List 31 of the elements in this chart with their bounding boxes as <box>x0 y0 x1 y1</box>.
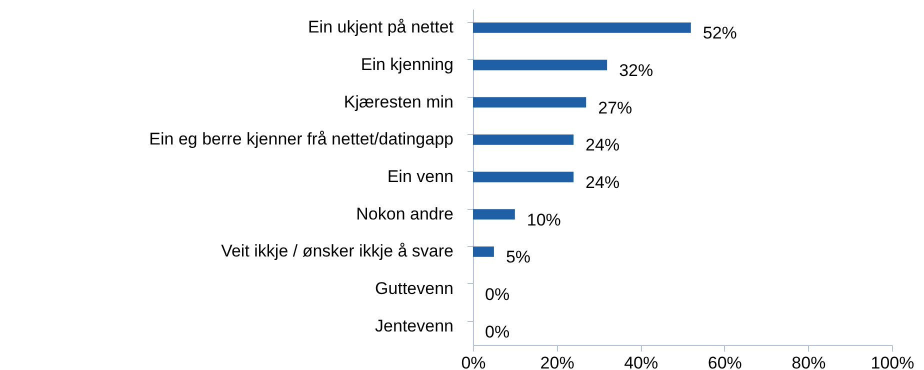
y-tick-label: Guttevenn <box>375 279 454 298</box>
data-label: 27% <box>598 98 632 118</box>
data-label: 0% <box>485 322 510 342</box>
bar <box>473 97 586 108</box>
data-label: 5% <box>506 248 531 267</box>
x-tick-label: 100% <box>870 354 914 370</box>
data-label: 52% <box>702 24 737 43</box>
x-tick-label: 80% <box>792 354 826 370</box>
data-label: 0% <box>485 285 510 304</box>
bar <box>473 134 574 145</box>
y-tick-label: Nokon andre <box>356 204 454 224</box>
x-tick-label: 60% <box>708 354 742 370</box>
data-label: 10% <box>526 210 561 230</box>
bar <box>473 172 574 182</box>
y-tick-label: Ein ukjent på nettet <box>308 18 454 37</box>
y-tick-label: Ein kjenning <box>360 55 454 74</box>
y-tick-label: Jentevenn <box>375 316 454 336</box>
bar <box>473 60 608 70</box>
data-label: 24% <box>586 173 620 192</box>
y-tick-label: Ein eg berre kjenner frå nettet/datingapp <box>149 130 454 149</box>
y-tick-label: Kjæresten min <box>344 92 454 112</box>
data-label: 32% <box>619 61 654 80</box>
x-tick-label: 0% <box>461 354 486 370</box>
x-tick-label: 20% <box>540 354 574 370</box>
data-label: 24% <box>586 136 620 155</box>
x-tick-label: 40% <box>624 354 658 370</box>
bar <box>473 22 691 33</box>
y-tick-label: Ein venn <box>387 167 454 186</box>
y-tick-label: Veit ikkje / ønsker ikkje å svare <box>221 242 454 261</box>
bar <box>473 246 494 257</box>
bar <box>473 209 515 220</box>
